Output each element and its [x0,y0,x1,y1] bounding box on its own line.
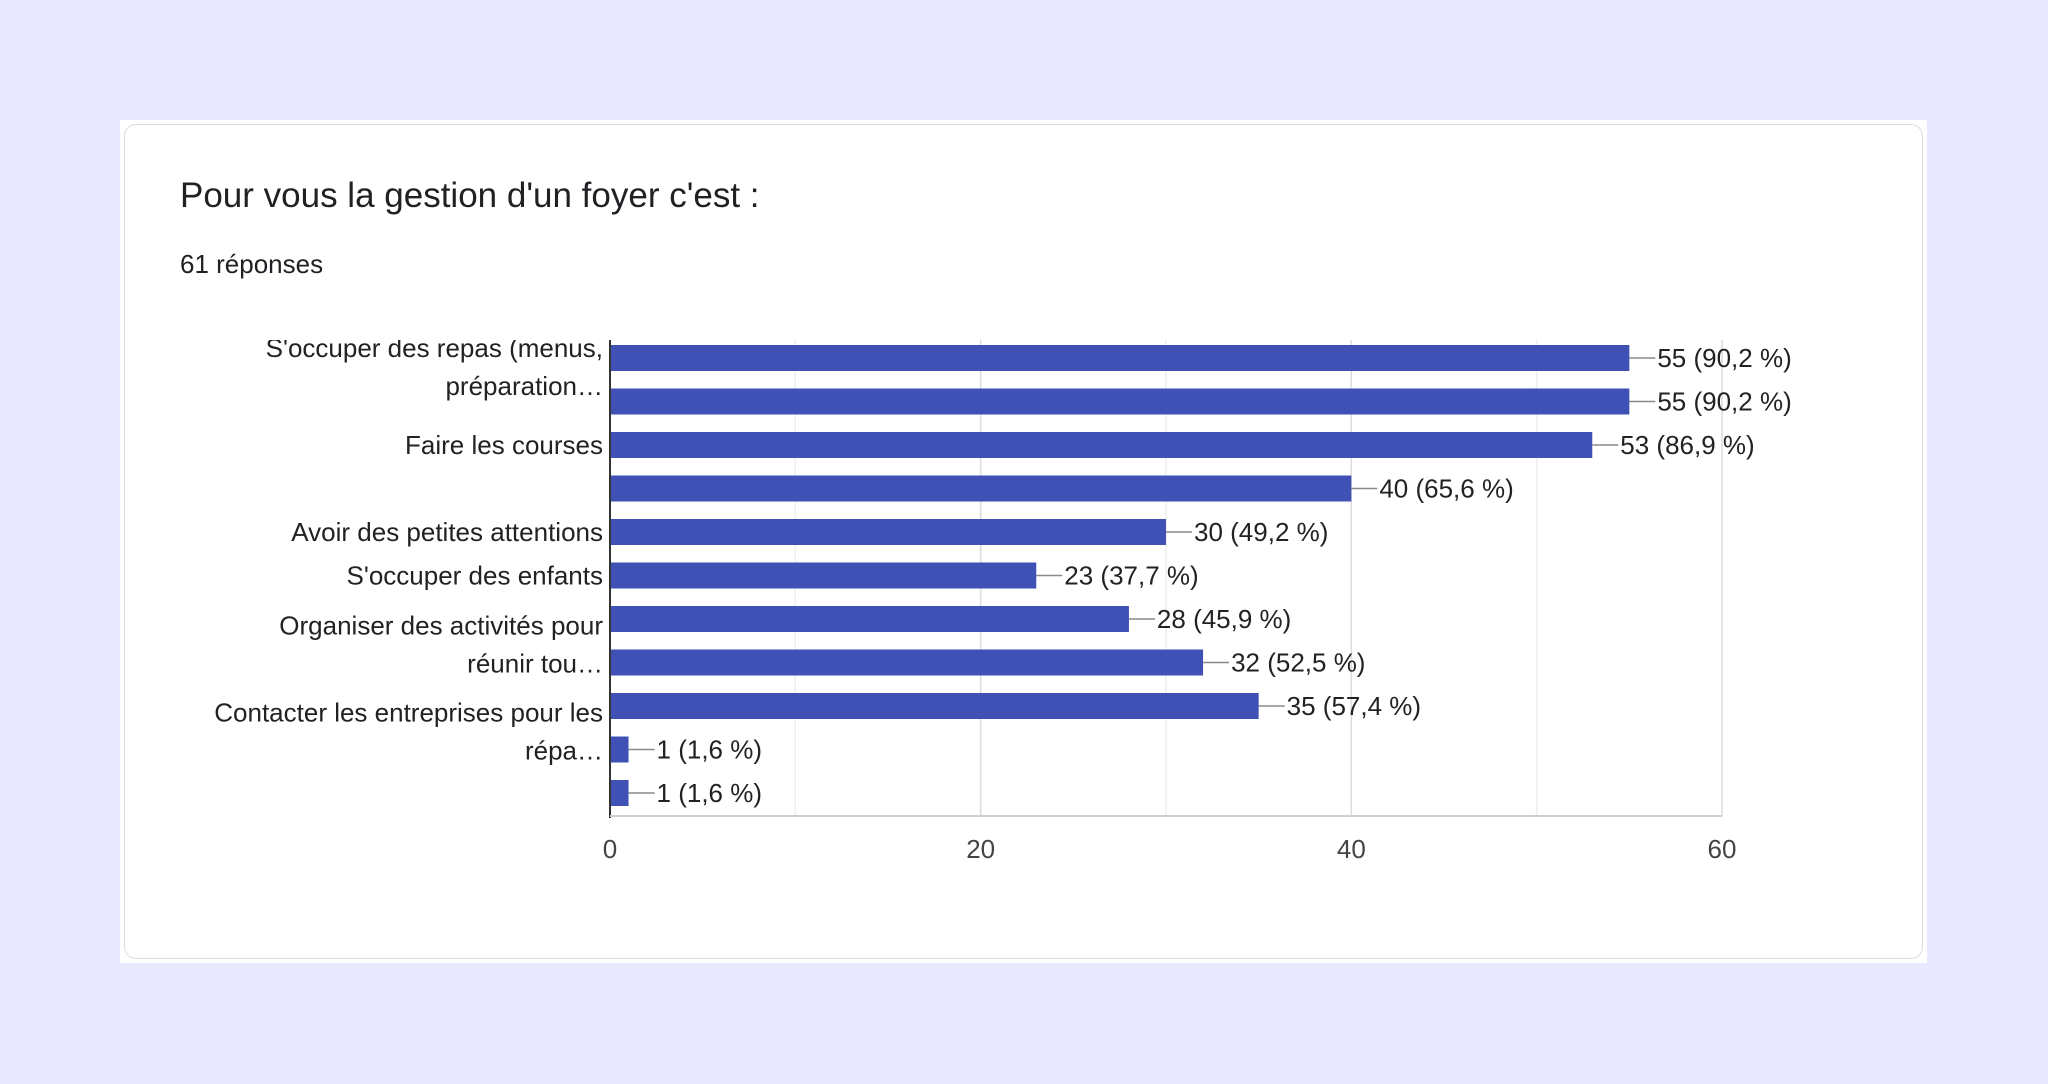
card-border [124,124,1923,959]
category-label: Faire les courses [405,430,603,460]
category-label: S'occuper des repas (menus, [266,333,603,363]
value-label: 28 (45,9 %) [1157,604,1291,634]
category-label: répa… [525,736,603,766]
question-title: Pour vous la gestion d'un foyer c'est : [180,176,760,215]
bar [610,562,1037,589]
x-tick-label: 40 [1337,834,1366,864]
value-label: 40 (65,6 %) [1379,474,1513,504]
bar [610,519,1166,545]
category-label: Organiser des activités pour [279,611,603,641]
bar [610,432,1593,458]
category-label: Avoir des petites attentions [291,517,603,547]
bar [610,606,1129,632]
value-label: 1 (1,6 %) [657,735,763,765]
category-label: réunir tou… [467,649,603,679]
category-label: préparation… [445,371,603,401]
bar [610,736,629,763]
bar [610,388,1630,415]
x-tick-label: 60 [1708,834,1737,864]
value-label: 55 (90,2 %) [1657,343,1791,373]
value-label: 55 (90,2 %) [1657,387,1791,417]
x-tick-label: 20 [966,834,995,864]
x-tick-label: 0 [603,834,617,864]
value-label: 53 (86,9 %) [1620,430,1754,460]
bar [610,345,1630,371]
bar [610,475,1352,502]
bar [610,780,629,806]
value-label: 1 (1,6 %) [657,778,763,808]
category-labels: S'occuper des repas (menus, préparation… F… [214,333,603,766]
value-label: 32 (52,5 %) [1231,648,1365,678]
category-label: S'occuper des enfants [347,561,603,591]
value-label: 23 (37,7 %) [1064,561,1198,591]
value-label: 30 (49,2 %) [1194,517,1328,547]
bar [610,649,1204,676]
response-count: 61 réponses [180,249,324,279]
value-label: 35 (57,4 %) [1287,691,1421,721]
category-label: Contacter les entreprises pour les [214,698,603,728]
bar [610,693,1259,719]
